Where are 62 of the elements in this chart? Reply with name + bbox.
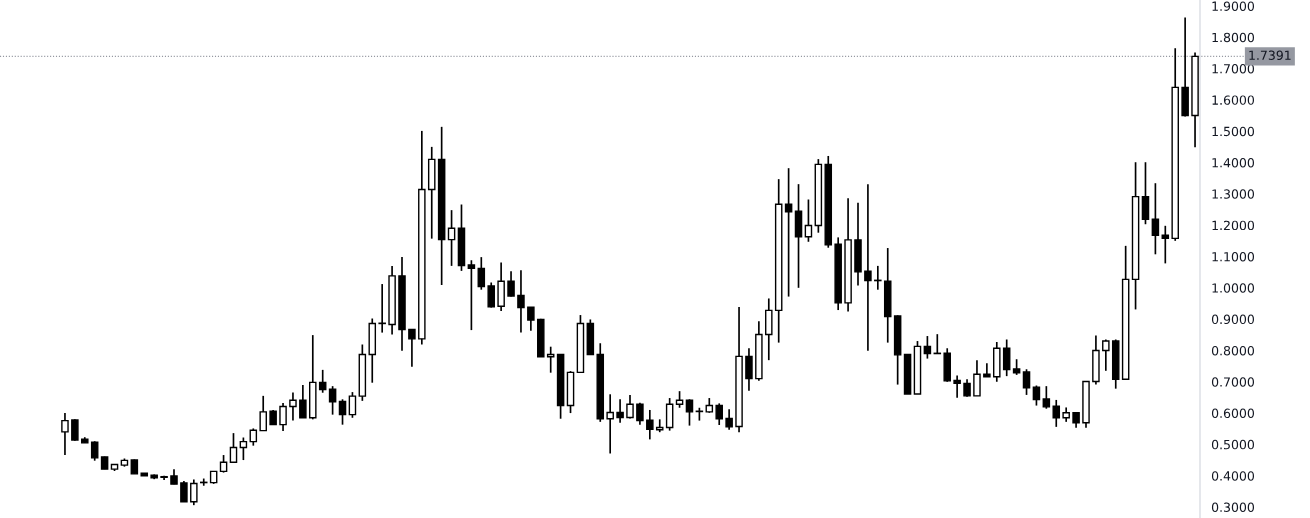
candlestick xyxy=(517,269,525,334)
candlestick xyxy=(180,480,188,503)
candlestick xyxy=(259,395,267,432)
candlestick xyxy=(467,259,476,331)
candlestick xyxy=(487,281,495,309)
candlestick xyxy=(289,391,297,422)
candlestick xyxy=(507,270,515,298)
y-tick-label: 0.8000 xyxy=(1211,345,1255,356)
candlestick xyxy=(477,256,486,291)
y-tick-label: 1.3000 xyxy=(1212,189,1255,199)
candlestick xyxy=(1151,182,1160,256)
candlestick xyxy=(408,328,416,368)
candlestick xyxy=(725,408,733,431)
y-tick-label: 1.5000 xyxy=(1212,126,1255,137)
candlestick xyxy=(1052,399,1061,428)
y-tick-label: 1.4000 xyxy=(1212,158,1255,168)
y-tick-label: 1.1000 xyxy=(1212,251,1255,262)
candlestick xyxy=(1002,338,1011,377)
candlestick xyxy=(1022,368,1031,396)
candlestick xyxy=(328,385,337,416)
ref-line-label: 1.7391 xyxy=(1249,50,1291,60)
y-tick-label: 1.6000 xyxy=(1212,95,1255,105)
candlestick xyxy=(636,401,644,426)
candlestick xyxy=(665,397,674,432)
y-tick-label: 0.5000 xyxy=(1211,439,1255,450)
candlestick xyxy=(61,412,69,456)
candlestick xyxy=(348,391,357,419)
candlestick xyxy=(229,432,238,464)
candlestick xyxy=(685,398,694,427)
y-tick-label: 0.6000 xyxy=(1211,408,1255,419)
candlestick xyxy=(745,347,753,392)
candlestick xyxy=(715,402,723,426)
y-tick-label: 0.4000 xyxy=(1211,471,1255,481)
y-tick-label: 0.7000 xyxy=(1211,377,1255,387)
candlestick xyxy=(864,183,872,352)
candlestick xyxy=(527,306,535,332)
candlestick xyxy=(804,198,813,243)
candlestick xyxy=(239,436,248,461)
y-tick-label: 1.9000 xyxy=(1212,1,1255,11)
candlestick xyxy=(447,209,456,267)
candlestick xyxy=(973,359,981,397)
candlestick xyxy=(279,402,287,432)
candlestick xyxy=(71,418,79,442)
y-tick-label: 1.0000 xyxy=(1212,283,1255,293)
candlestick xyxy=(90,440,99,462)
candlestick xyxy=(1102,338,1110,372)
candlestick xyxy=(1141,161,1150,226)
candlestick xyxy=(299,384,307,419)
candlestick xyxy=(338,398,347,426)
candlestick xyxy=(655,418,664,434)
y-tick-label: 1.2000 xyxy=(1212,220,1255,231)
y-tick-label: 0.9000 xyxy=(1211,314,1255,325)
candlestick xyxy=(616,398,624,424)
candlestick xyxy=(606,393,614,455)
candlestick xyxy=(646,409,654,441)
y-tick-label: 1.8000 xyxy=(1212,32,1255,43)
candlestick xyxy=(1042,385,1051,410)
y-tick-label: 1.7000 xyxy=(1212,64,1255,74)
candlestick xyxy=(190,478,198,506)
candlestick xyxy=(953,374,961,399)
y-tick-label: 0.3000 xyxy=(1211,502,1255,512)
candlestick xyxy=(784,167,793,298)
